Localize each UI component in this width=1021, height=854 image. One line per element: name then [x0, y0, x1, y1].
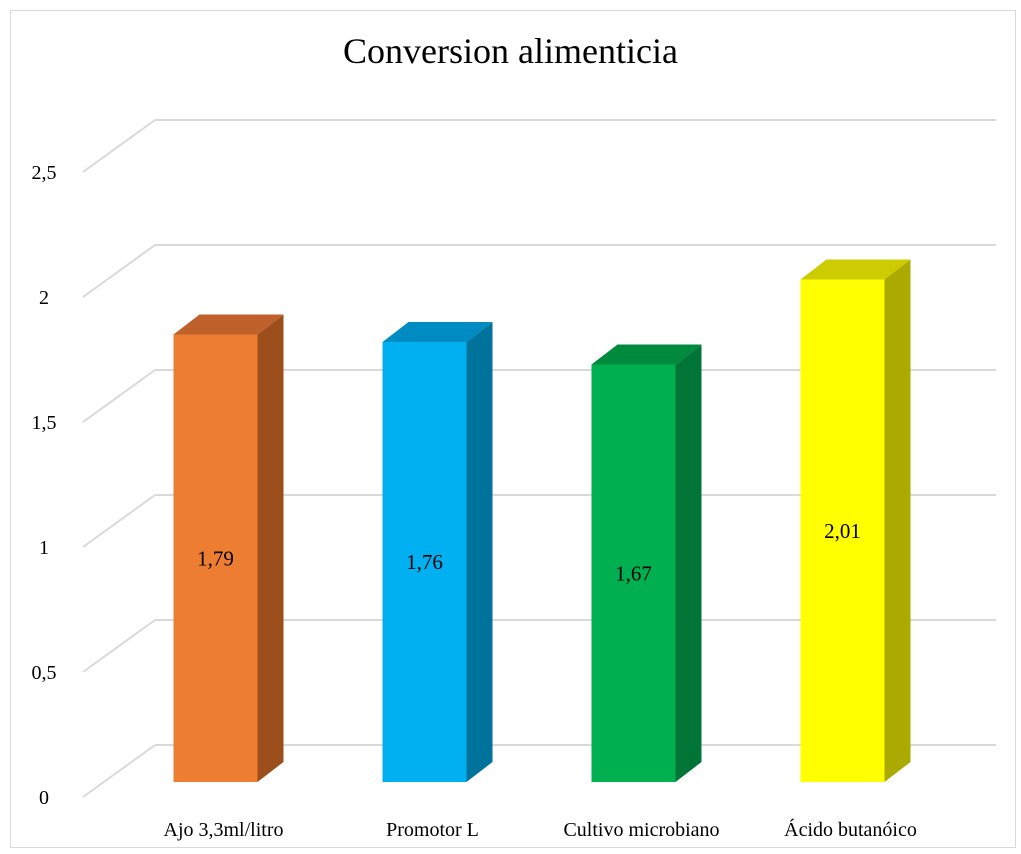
x-category-label: Cultivo microbiano — [563, 819, 719, 841]
x-category-label: Ácido butanóico — [784, 818, 917, 841]
data-label: 2,01 — [824, 519, 861, 543]
bar-side — [466, 322, 493, 782]
gridline-diagonal — [82, 244, 156, 298]
gridline-diagonal — [82, 619, 156, 673]
bar-front — [800, 279, 885, 782]
bars: 1,79 1,76 1,67 2,01 — [173, 259, 911, 782]
y-tick-label: 0,5 — [32, 662, 57, 684]
bar-side — [675, 344, 702, 782]
y-tick-label: 2 — [39, 287, 49, 309]
bar: 2,01 — [800, 259, 911, 782]
x-category-label: Ajo 3,3ml/litro — [164, 819, 284, 841]
chart-title: Conversion alimenticia — [343, 31, 678, 71]
y-tick-label: 2,5 — [32, 162, 57, 184]
x-category-label: Promotor L — [386, 819, 479, 841]
bar-top — [591, 344, 702, 365]
gridline-diagonal — [82, 744, 156, 798]
x-axis-categories: Ajo 3,3ml/litro Promotor L Cultivo microbi… — [164, 818, 917, 841]
gridline-diagonal — [82, 119, 156, 173]
bar-front — [591, 364, 676, 782]
bar-front — [173, 334, 258, 782]
bar-side — [884, 259, 911, 782]
bar: 1,79 — [173, 314, 284, 782]
bar: 1,67 — [591, 344, 702, 782]
bar-front — [382, 342, 467, 782]
bar-top — [800, 259, 911, 280]
y-tick-label: 1 — [39, 537, 49, 559]
data-label: 1,76 — [406, 550, 443, 574]
data-label: 1,79 — [197, 546, 234, 570]
bar-top — [382, 322, 493, 342]
bar-side — [257, 314, 284, 782]
bar-top — [173, 314, 284, 335]
y-tick-label: 0 — [39, 787, 49, 809]
y-axis-ticks: 0 0,5 1 1,5 2 2,5 — [32, 162, 57, 809]
y-tick-label: 1,5 — [32, 412, 57, 434]
gridline-diagonal — [82, 494, 156, 548]
gridline-diagonal — [82, 369, 156, 423]
data-label: 1,67 — [615, 561, 652, 585]
bar: 1,76 — [382, 322, 493, 782]
